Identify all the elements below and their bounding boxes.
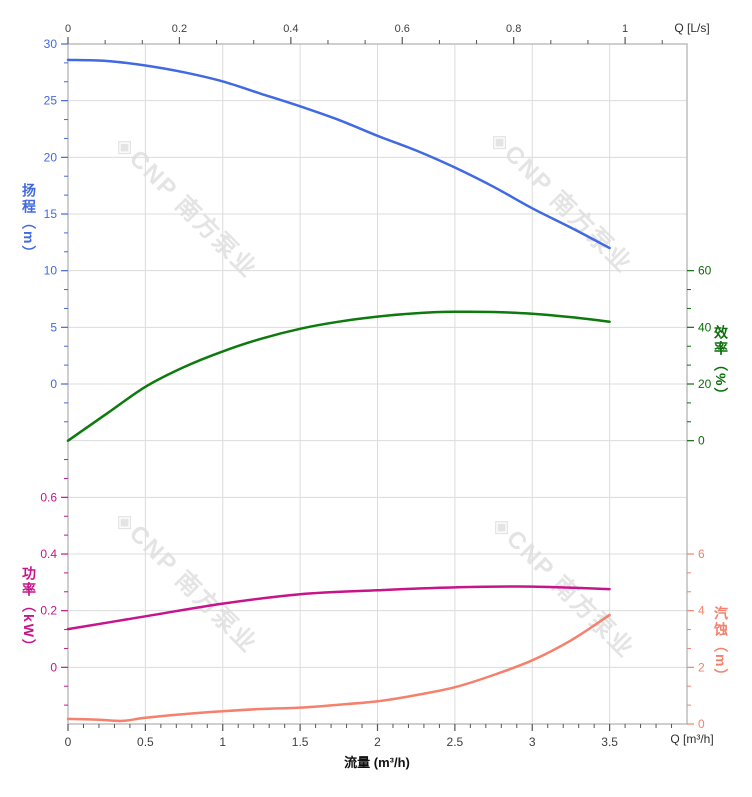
head-axis-tick-label: 10	[44, 264, 58, 278]
bottom-axis-tick-label: 2	[374, 735, 381, 749]
bottom-axis-tick-label: 0	[65, 735, 72, 749]
npsh-axis-tick-label: 2	[698, 660, 705, 674]
top-axis-tick-label: 0.2	[172, 23, 187, 35]
head-axis-tick-label: 20	[44, 150, 58, 164]
efficiency-axis-tick-label: 20	[698, 377, 712, 391]
npsh-axis-title: 汽蚀（m）	[713, 606, 729, 685]
top-axis-tick-label: 0.4	[283, 23, 298, 35]
efficiency-axis-tick-label: 40	[698, 320, 712, 334]
bottom-axis-tick-label: 1	[219, 735, 226, 749]
bottom-axis-tick-label: 0.5	[137, 735, 154, 749]
head-axis-tick-label: 30	[44, 37, 58, 51]
bottom-axis-unit-label: Q [m³/h]	[670, 732, 714, 746]
top-axis-tick-label: 0	[65, 23, 71, 35]
npsh-curve	[66, 613, 611, 723]
power-axis-tick-label: 0	[50, 660, 57, 674]
bottom-axis-tick-label: 2.5	[447, 735, 464, 749]
head-axis-tick-label: 0	[50, 377, 57, 391]
npsh-axis-tick-label: 4	[698, 604, 705, 618]
top-axis-tick-label: 0.8	[506, 23, 521, 35]
power-axis-tick-label: 0.4	[40, 547, 57, 561]
head-axis-title: 扬程（m）	[21, 183, 37, 262]
bottom-axis-tick-label: 1.5	[292, 735, 309, 749]
efficiency-axis-title: 效率（%）	[713, 325, 729, 404]
npsh-axis-tick-label: 0	[698, 717, 705, 731]
power-axis-tick-label: 0.2	[40, 604, 57, 618]
top-axis-tick-label: 0.6	[395, 23, 410, 35]
bottom-axis-tick-label: 3	[529, 735, 536, 749]
head-curve	[66, 58, 611, 250]
top-axis-tick-label: 1	[622, 23, 628, 35]
power-axis-tick-label: 0.6	[40, 490, 57, 504]
eff-curve	[66, 310, 611, 442]
head-axis-tick-label: 15	[44, 207, 58, 221]
head-axis-tick-label: 5	[50, 320, 57, 334]
top-axis-unit-label: Q [L/s]	[674, 21, 710, 35]
power-axis-title: 功率（kW）	[21, 566, 37, 655]
power-curve	[66, 585, 611, 631]
efficiency-axis-tick-label: 60	[698, 264, 712, 278]
efficiency-axis-tick-label: 0	[698, 434, 705, 448]
flow-axis-title: 流量 (m³/h)	[344, 755, 410, 770]
npsh-axis-tick-label: 6	[698, 547, 705, 561]
bottom-axis-tick-label: 3.5	[601, 735, 618, 749]
head-axis-tick-label: 25	[44, 94, 58, 108]
